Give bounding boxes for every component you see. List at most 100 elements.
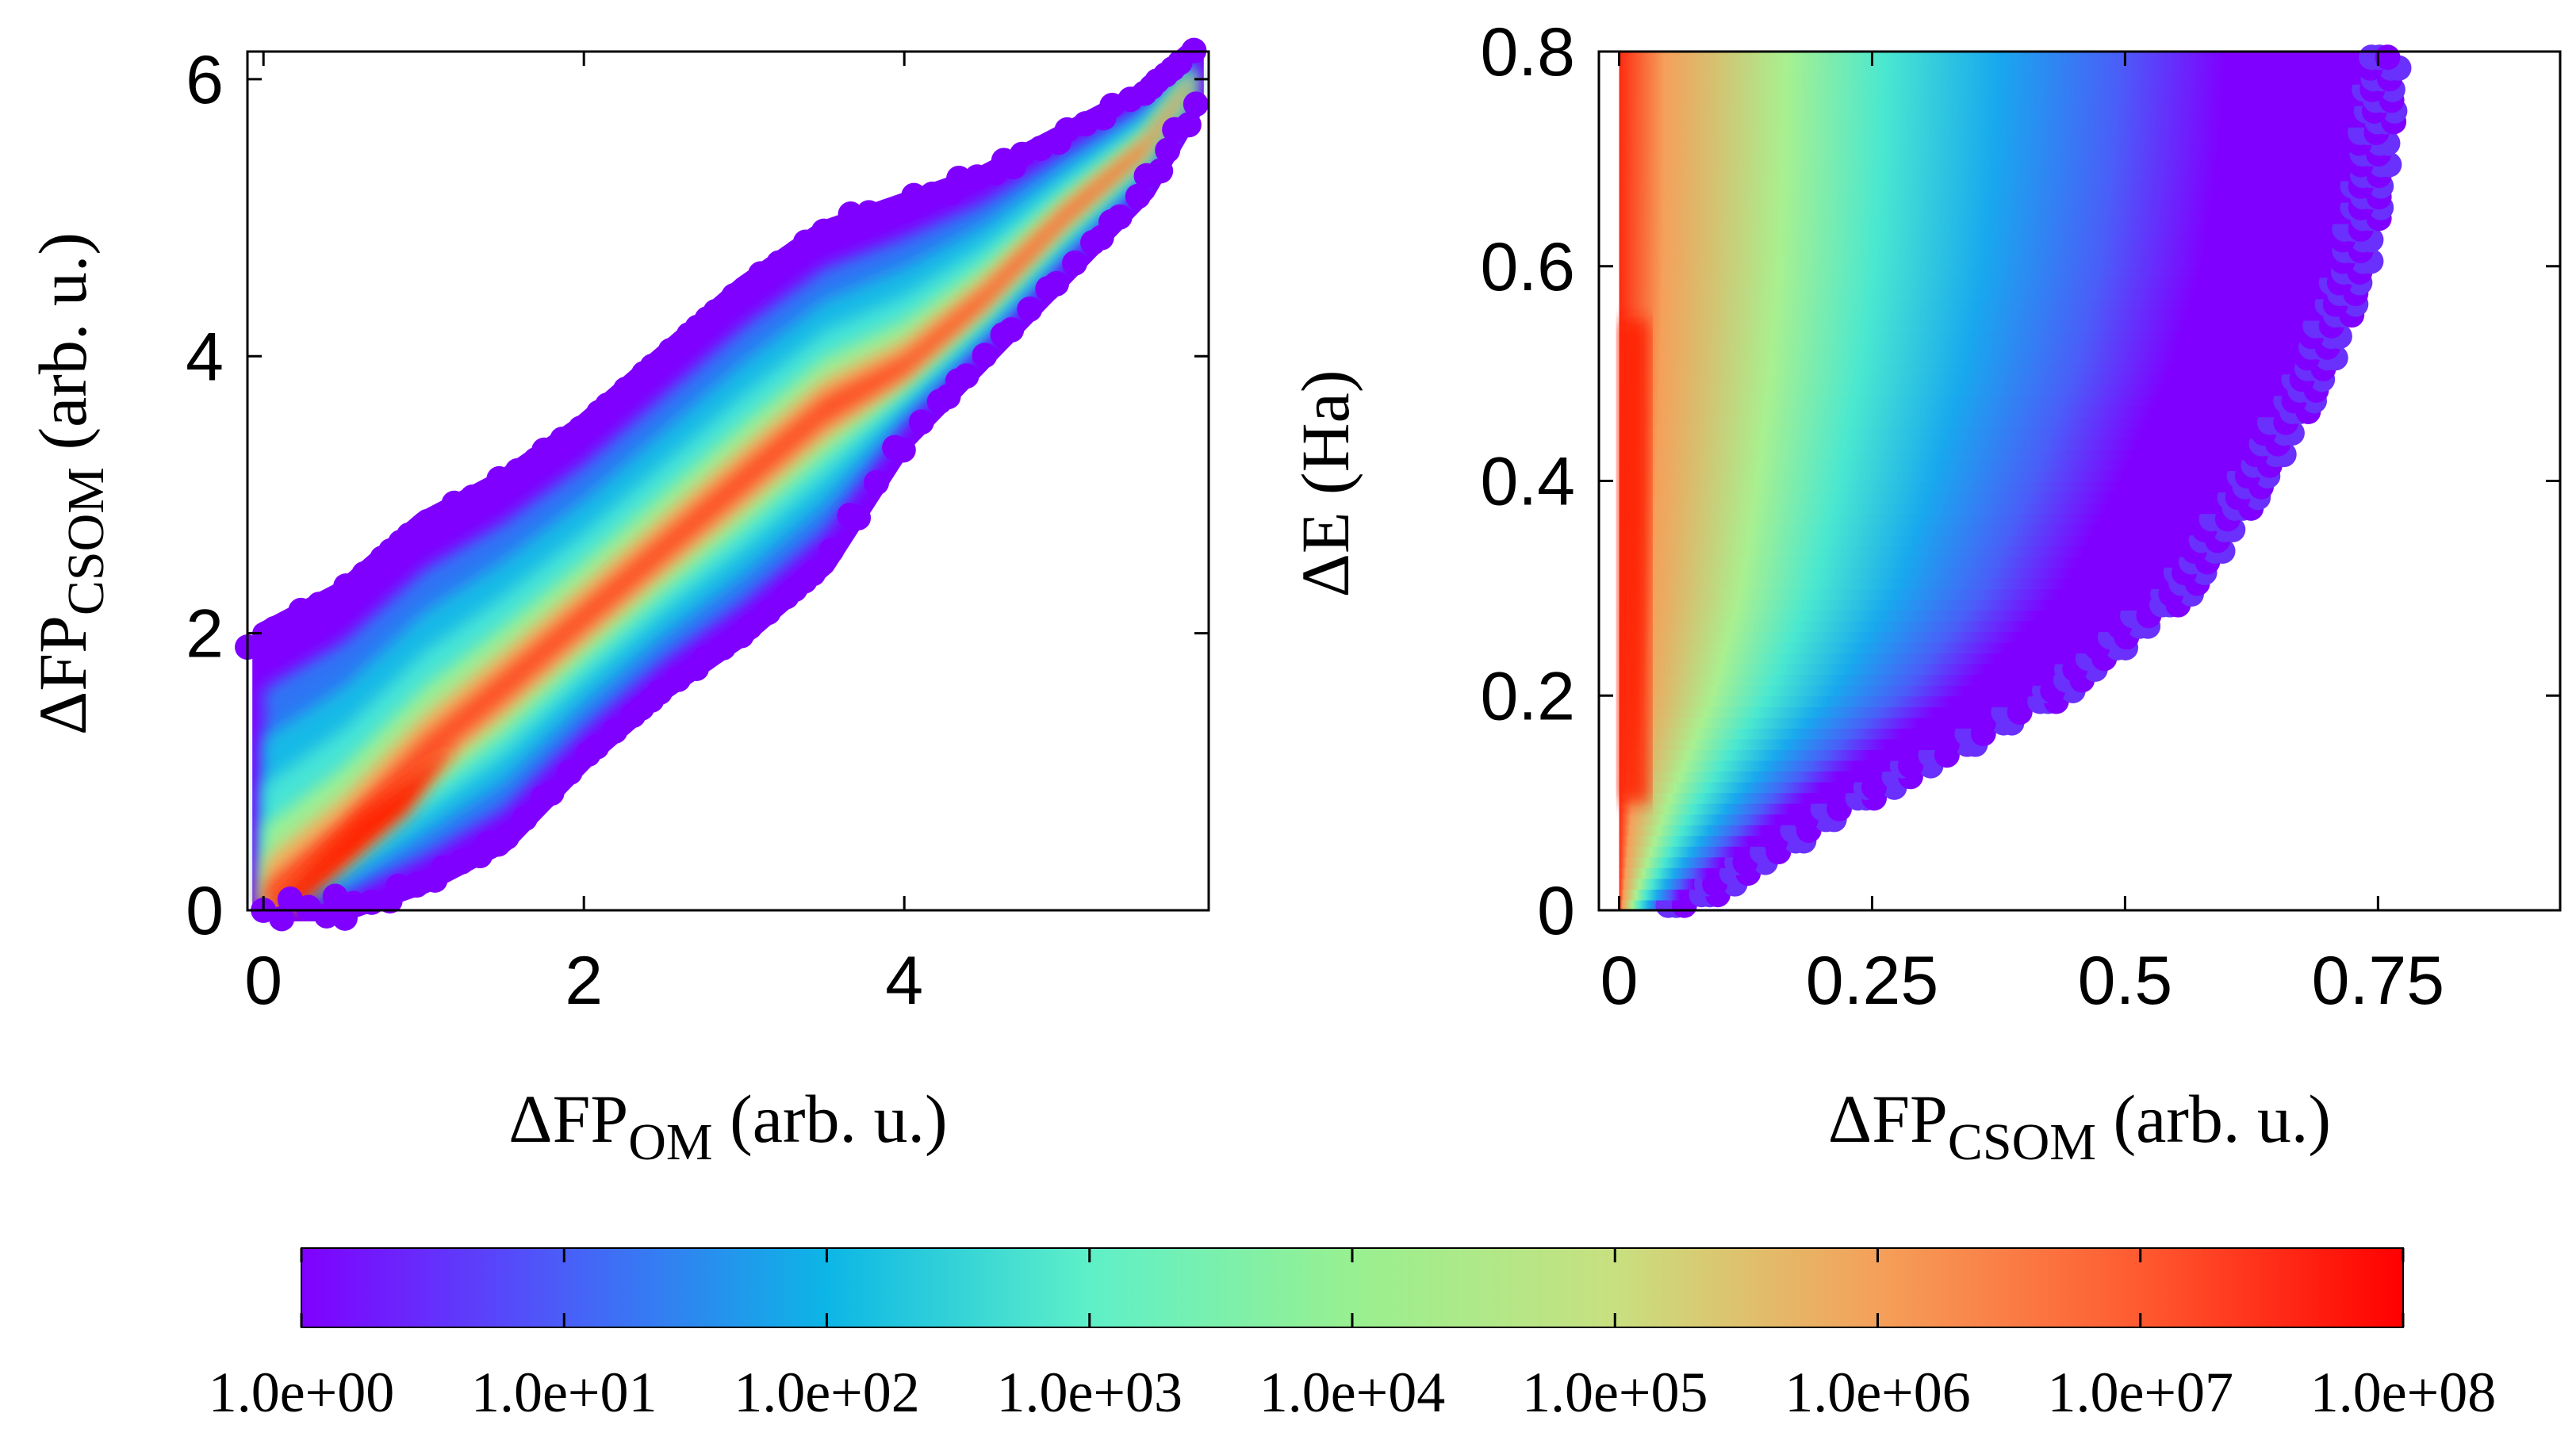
right-density-band — [1619, 792, 1852, 804]
left-edge-point — [773, 584, 799, 610]
left-plot-frame — [246, 50, 1210, 912]
left-edge-point — [358, 889, 385, 915]
right-density-band — [1619, 255, 2349, 267]
left-edge-point — [467, 843, 493, 869]
right-density-band — [1619, 190, 2361, 203]
left-edge-point — [657, 337, 684, 363]
left-edge-point — [684, 655, 710, 681]
left-edge-point — [937, 180, 964, 206]
left-edge-point — [1183, 91, 1209, 117]
right-density-band — [1619, 330, 2321, 343]
right-density-band — [1619, 577, 2179, 589]
right-density-band — [1619, 395, 2292, 407]
right-density-band — [1619, 105, 2373, 117]
left-edge-point — [694, 306, 720, 332]
left-edge-point — [269, 906, 295, 932]
right-density-band — [1619, 180, 2363, 192]
left-edge-point — [332, 905, 358, 931]
right-density-band — [1619, 523, 2215, 536]
left-edge-point — [1035, 276, 1061, 302]
right-density-band — [1619, 405, 2287, 418]
left-edge-point — [575, 741, 601, 768]
right-density-band — [1619, 147, 2369, 160]
left-edge-point — [721, 283, 747, 309]
right-density-band — [1619, 373, 2305, 385]
right-density-band — [1619, 94, 2374, 106]
right-density-band — [1619, 653, 2091, 664]
right-density-band — [1619, 320, 2326, 331]
left-edge-point — [351, 561, 378, 587]
right-density-band — [1619, 566, 2187, 579]
left-edge-point — [1098, 209, 1125, 235]
right-density-band — [1619, 52, 2378, 63]
right-density-band — [1619, 738, 1953, 750]
left-edge-point — [1001, 154, 1027, 180]
right-density-band — [1619, 169, 2365, 182]
left-edge-point — [837, 503, 863, 529]
right-xtick-label: 0.25 — [1806, 943, 1938, 1019]
right-xtick-label: 0 — [1600, 943, 1639, 1019]
colorbar-tick-label: 1.0e+00 — [209, 1361, 395, 1424]
left-xtick-label: 4 — [885, 943, 923, 1019]
right-density-peak — [1619, 320, 1650, 803]
right-density-band — [1619, 814, 1816, 825]
right-density-band — [1619, 384, 2298, 396]
colorbar-tick-label: 1.0e+04 — [1259, 1361, 1446, 1424]
left-edge-point — [1133, 163, 1160, 189]
right-density-band — [1619, 717, 1994, 729]
left-edge-point — [1155, 137, 1181, 163]
left-edge-point — [864, 469, 890, 496]
left-edge-point — [710, 634, 736, 661]
right-xtick-label: 0.5 — [2078, 943, 2173, 1019]
left-edge-point — [919, 181, 945, 207]
left-edge-point — [1125, 183, 1151, 209]
left-edge-point — [676, 322, 702, 348]
colorbar-tick-label: 1.0e+06 — [1784, 1361, 1971, 1424]
left-edge-point — [847, 214, 873, 240]
right-density-band — [1619, 641, 2103, 654]
left-edge-point — [755, 599, 781, 626]
right-density-band — [1619, 760, 1913, 772]
left-edge-point — [477, 478, 504, 504]
right-density-band — [1619, 448, 2262, 461]
left-edge-point — [818, 538, 845, 564]
right-density-band — [1619, 727, 1974, 740]
left-edge-point — [792, 568, 818, 594]
colorbar: 1.0e+00 1.0e+01 1.0e+02 1.0e+03 1.0e+04 1.0e+… — [209, 1247, 2496, 1424]
right-axis-ticks: 0 0.25 0.5 0.75 0 0.2 0.4 0.6 0.8 — [1480, 14, 2560, 1019]
right-density-band — [1619, 674, 2064, 686]
right-density-band — [1619, 802, 1834, 815]
right-density-band — [1619, 545, 2201, 557]
left-density-cloud — [235, 37, 1209, 932]
left-edge-point — [1162, 117, 1188, 143]
right-density-band — [1619, 352, 2313, 364]
right-density-band — [1619, 416, 2280, 428]
left-edge-point — [874, 198, 900, 224]
right-density-band — [1619, 277, 2342, 289]
left-edge-point — [504, 458, 531, 484]
left-x-axis-label: ΔFPOM (arb. u.) — [508, 1081, 947, 1171]
right-ytick-label: 0.2 — [1480, 658, 1575, 734]
left-edge-point — [1062, 250, 1088, 276]
right-density-band — [1619, 684, 2051, 697]
right-density-band — [1619, 631, 2117, 643]
left-edge-point — [541, 436, 567, 462]
left-edge-point — [422, 867, 448, 893]
colorbar-tick-label: 1.0e+05 — [1522, 1361, 1708, 1424]
right-density-band — [1619, 845, 1765, 858]
right-density-band — [1619, 266, 2346, 278]
right-density-band — [1619, 298, 2334, 310]
right-density-band — [1619, 588, 2169, 600]
colorbar-tick-label: 1.0e+03 — [996, 1361, 1183, 1424]
left-edge-point — [602, 718, 628, 744]
left-edge-point — [739, 270, 765, 297]
right-density-band — [1619, 427, 2274, 439]
left-edge-point — [882, 435, 908, 461]
right-density-band — [1619, 308, 2330, 321]
right-density-band — [1619, 469, 2250, 482]
left-edge-point — [612, 377, 638, 403]
right-density-band — [1619, 137, 2370, 149]
left-edge-point — [557, 760, 583, 786]
right-density-band — [1619, 159, 2367, 170]
